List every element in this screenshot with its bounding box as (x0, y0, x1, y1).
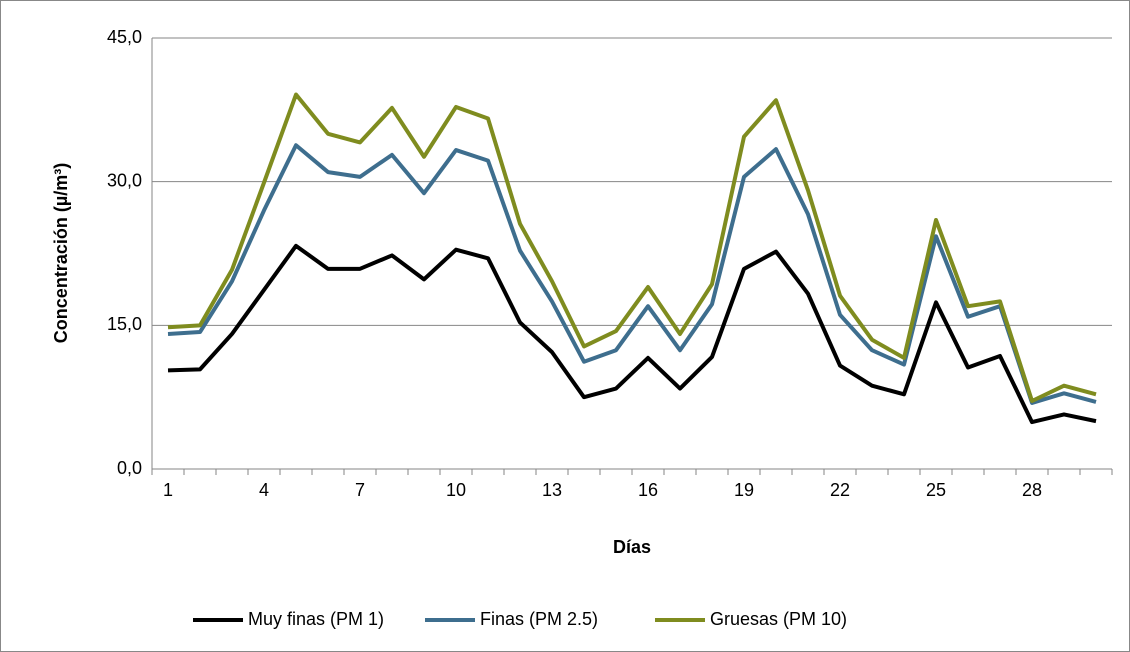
x-tick-label: 13 (542, 480, 562, 500)
line-series (167, 143, 1097, 405)
x-tick-label: 28 (1022, 480, 1042, 500)
legend-label: Muy finas (PM 1) (248, 609, 384, 629)
line-series (167, 243, 1097, 425)
x-tick-label: 10 (446, 480, 466, 500)
x-tick-label: 4 (259, 480, 269, 500)
y-axis-label: Concentración (µ/m³) (51, 163, 71, 343)
legend-label: Gruesas (PM 10) (710, 609, 847, 629)
legend-label: Finas (PM 2.5) (480, 609, 598, 629)
y-tick-label: 45,0 (107, 27, 142, 47)
x-tick-label: 25 (926, 480, 946, 500)
y-tick-label: 30,0 (107, 170, 142, 190)
x-tick-label: 7 (355, 480, 365, 500)
x-tick-label: 16 (638, 480, 658, 500)
x-tick-label: 19 (734, 480, 754, 500)
y-tick-label: 0,0 (117, 458, 142, 478)
x-tick-label: 22 (830, 480, 850, 500)
x-axis-label: Días (613, 537, 651, 557)
y-tick-label: 15,0 (107, 314, 142, 334)
x-tick-label: 1 (163, 480, 173, 500)
line-series (167, 92, 1097, 403)
